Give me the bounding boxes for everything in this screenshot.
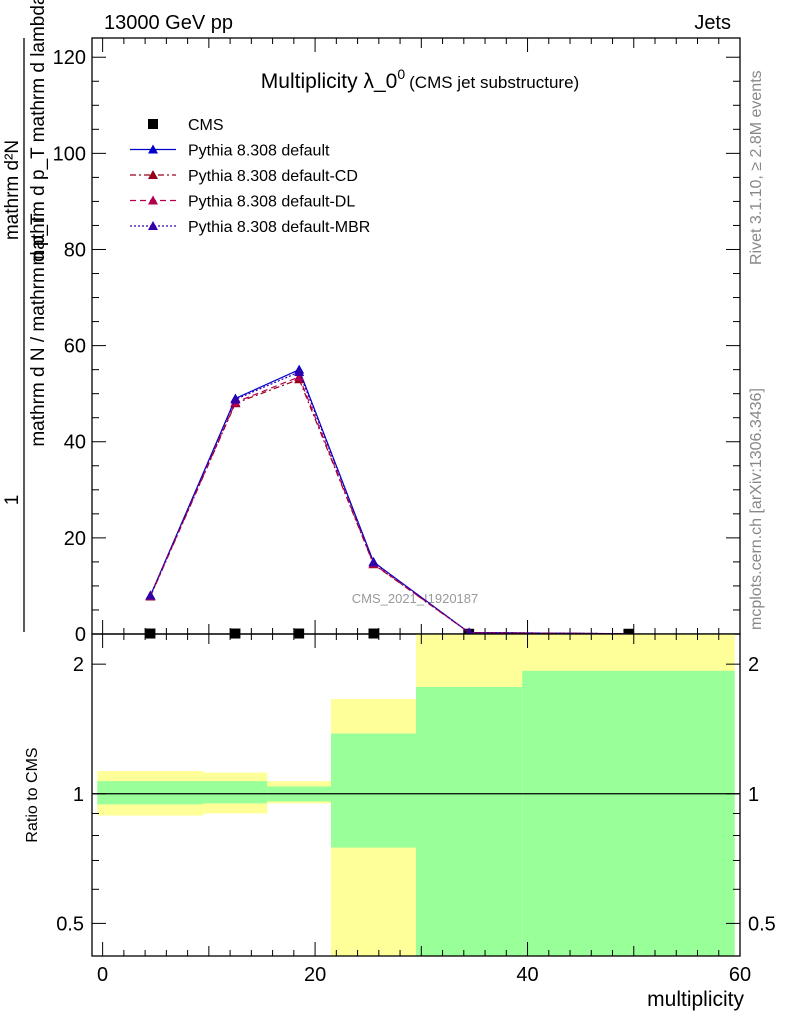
legend-item-cd: Pythia 8.308 default-CD — [130, 168, 358, 185]
ratio-y-tick-label-right: 2 — [748, 654, 759, 676]
x-tick-label: 40 — [516, 964, 538, 986]
ratio-y-tick-label: 0.5 — [56, 913, 84, 935]
main-y-tick-label: 60 — [64, 336, 86, 358]
series-marker-mbr — [230, 394, 241, 404]
main-y-tick-label: 20 — [64, 528, 86, 550]
category-label: Jets — [694, 12, 731, 34]
legend-item-mbr: Pythia 8.308 default-MBR — [130, 219, 370, 236]
main-title: Multiplicity λ_00 (CMS jet substructure) — [261, 66, 579, 93]
series-marker-mbr — [294, 367, 305, 377]
stat-uncertainty-band-3 — [331, 733, 416, 848]
ratio-plot-frame — [91, 633, 741, 957]
ylabel-outer-numerator: 1 — [2, 495, 23, 506]
main-y-tick-label: 0 — [75, 624, 86, 646]
stat-uncertainty-band-1 — [203, 781, 268, 804]
legend-label: Pythia 8.308 default-MBR — [188, 219, 370, 236]
analysis-watermark: CMS_2021_I1920187 — [352, 591, 479, 606]
ratio-y-tick-label: 2 — [73, 654, 84, 676]
ylabel-inner-denominator: mathrm d p_T mathrm d lambda — [28, 0, 49, 266]
legend-marker-triangle — [148, 170, 158, 179]
legend-marker-triangle — [148, 221, 158, 230]
legend-label: Pythia 8.308 default — [188, 143, 330, 160]
main-y-tick-label: 80 — [64, 239, 86, 261]
series-marker-mbr — [145, 590, 156, 600]
x-tick-label: 20 — [304, 964, 326, 986]
title-superscript: 0 — [397, 66, 405, 82]
stat-uncertainty-band-0 — [97, 781, 204, 805]
x-axis-label: multiplicity — [647, 988, 744, 1011]
stat-uncertainty-band-5 — [522, 670, 735, 956]
ratio-y-tick-label-right: 0.5 — [748, 913, 776, 935]
legend-item-default: Pythia 8.308 default — [130, 143, 330, 160]
main-plot: 0 20 40 60 80 100 120 CMS Pythia 8.308 default Py… — [53, 37, 741, 646]
x-tick-label: 0 — [97, 964, 108, 986]
title-subtitle: (CMS jet substructure) — [409, 73, 579, 92]
legend-item-cms: CMS — [148, 117, 224, 134]
series-line-mbr — [149, 371, 629, 635]
ylabel-inner-numerator: mathrm d²N — [2, 140, 23, 240]
ratio-y-axis-label: Ratio to CMS — [24, 747, 41, 842]
ratio-plot: 0 20 40 60 0.5 0.5 1 1 2 2 — [56, 633, 776, 986]
main-y-tick-label: 100 — [53, 143, 86, 165]
series-marker-dl — [294, 371, 305, 381]
legend-item-dl: Pythia 8.308 default-DL — [130, 194, 355, 211]
stat-uncertainty-band-4 — [416, 687, 523, 956]
ratio-y-tick-label-right: 1 — [748, 784, 759, 806]
series-marker-mbr — [368, 557, 379, 567]
ratio-y-tick-label: 1 — [73, 784, 84, 806]
x-tick-label: 60 — [729, 964, 751, 986]
energy-label: 13000 GeV pp — [104, 12, 233, 34]
main-y-tick-label: 120 — [53, 47, 86, 69]
legend-marker-triangle — [148, 195, 158, 205]
main-y-axis-label: 1 mathrm d N / mathrm d p_T mathrm d²N m… — [2, 0, 49, 632]
legend-marker-triangle — [148, 144, 158, 154]
rivet-version-label: Rivet 3.1.10, ≥ 2.8M events — [748, 70, 765, 265]
main-y-tick-label: 40 — [64, 432, 86, 454]
ylabel-outer-denominator: mathrm d N / mathrm d p_T — [28, 213, 49, 447]
mcplots-label: mcplots.cern.ch [arXiv:1306.3436] — [748, 388, 765, 630]
legend-label: Pythia 8.308 default-DL — [188, 194, 355, 211]
legend-marker-square — [148, 119, 158, 129]
title-main-text: Multiplicity λ_0 — [261, 70, 398, 93]
legend-label: CMS — [188, 117, 224, 134]
legend-label: Pythia 8.308 default-CD — [188, 168, 358, 185]
